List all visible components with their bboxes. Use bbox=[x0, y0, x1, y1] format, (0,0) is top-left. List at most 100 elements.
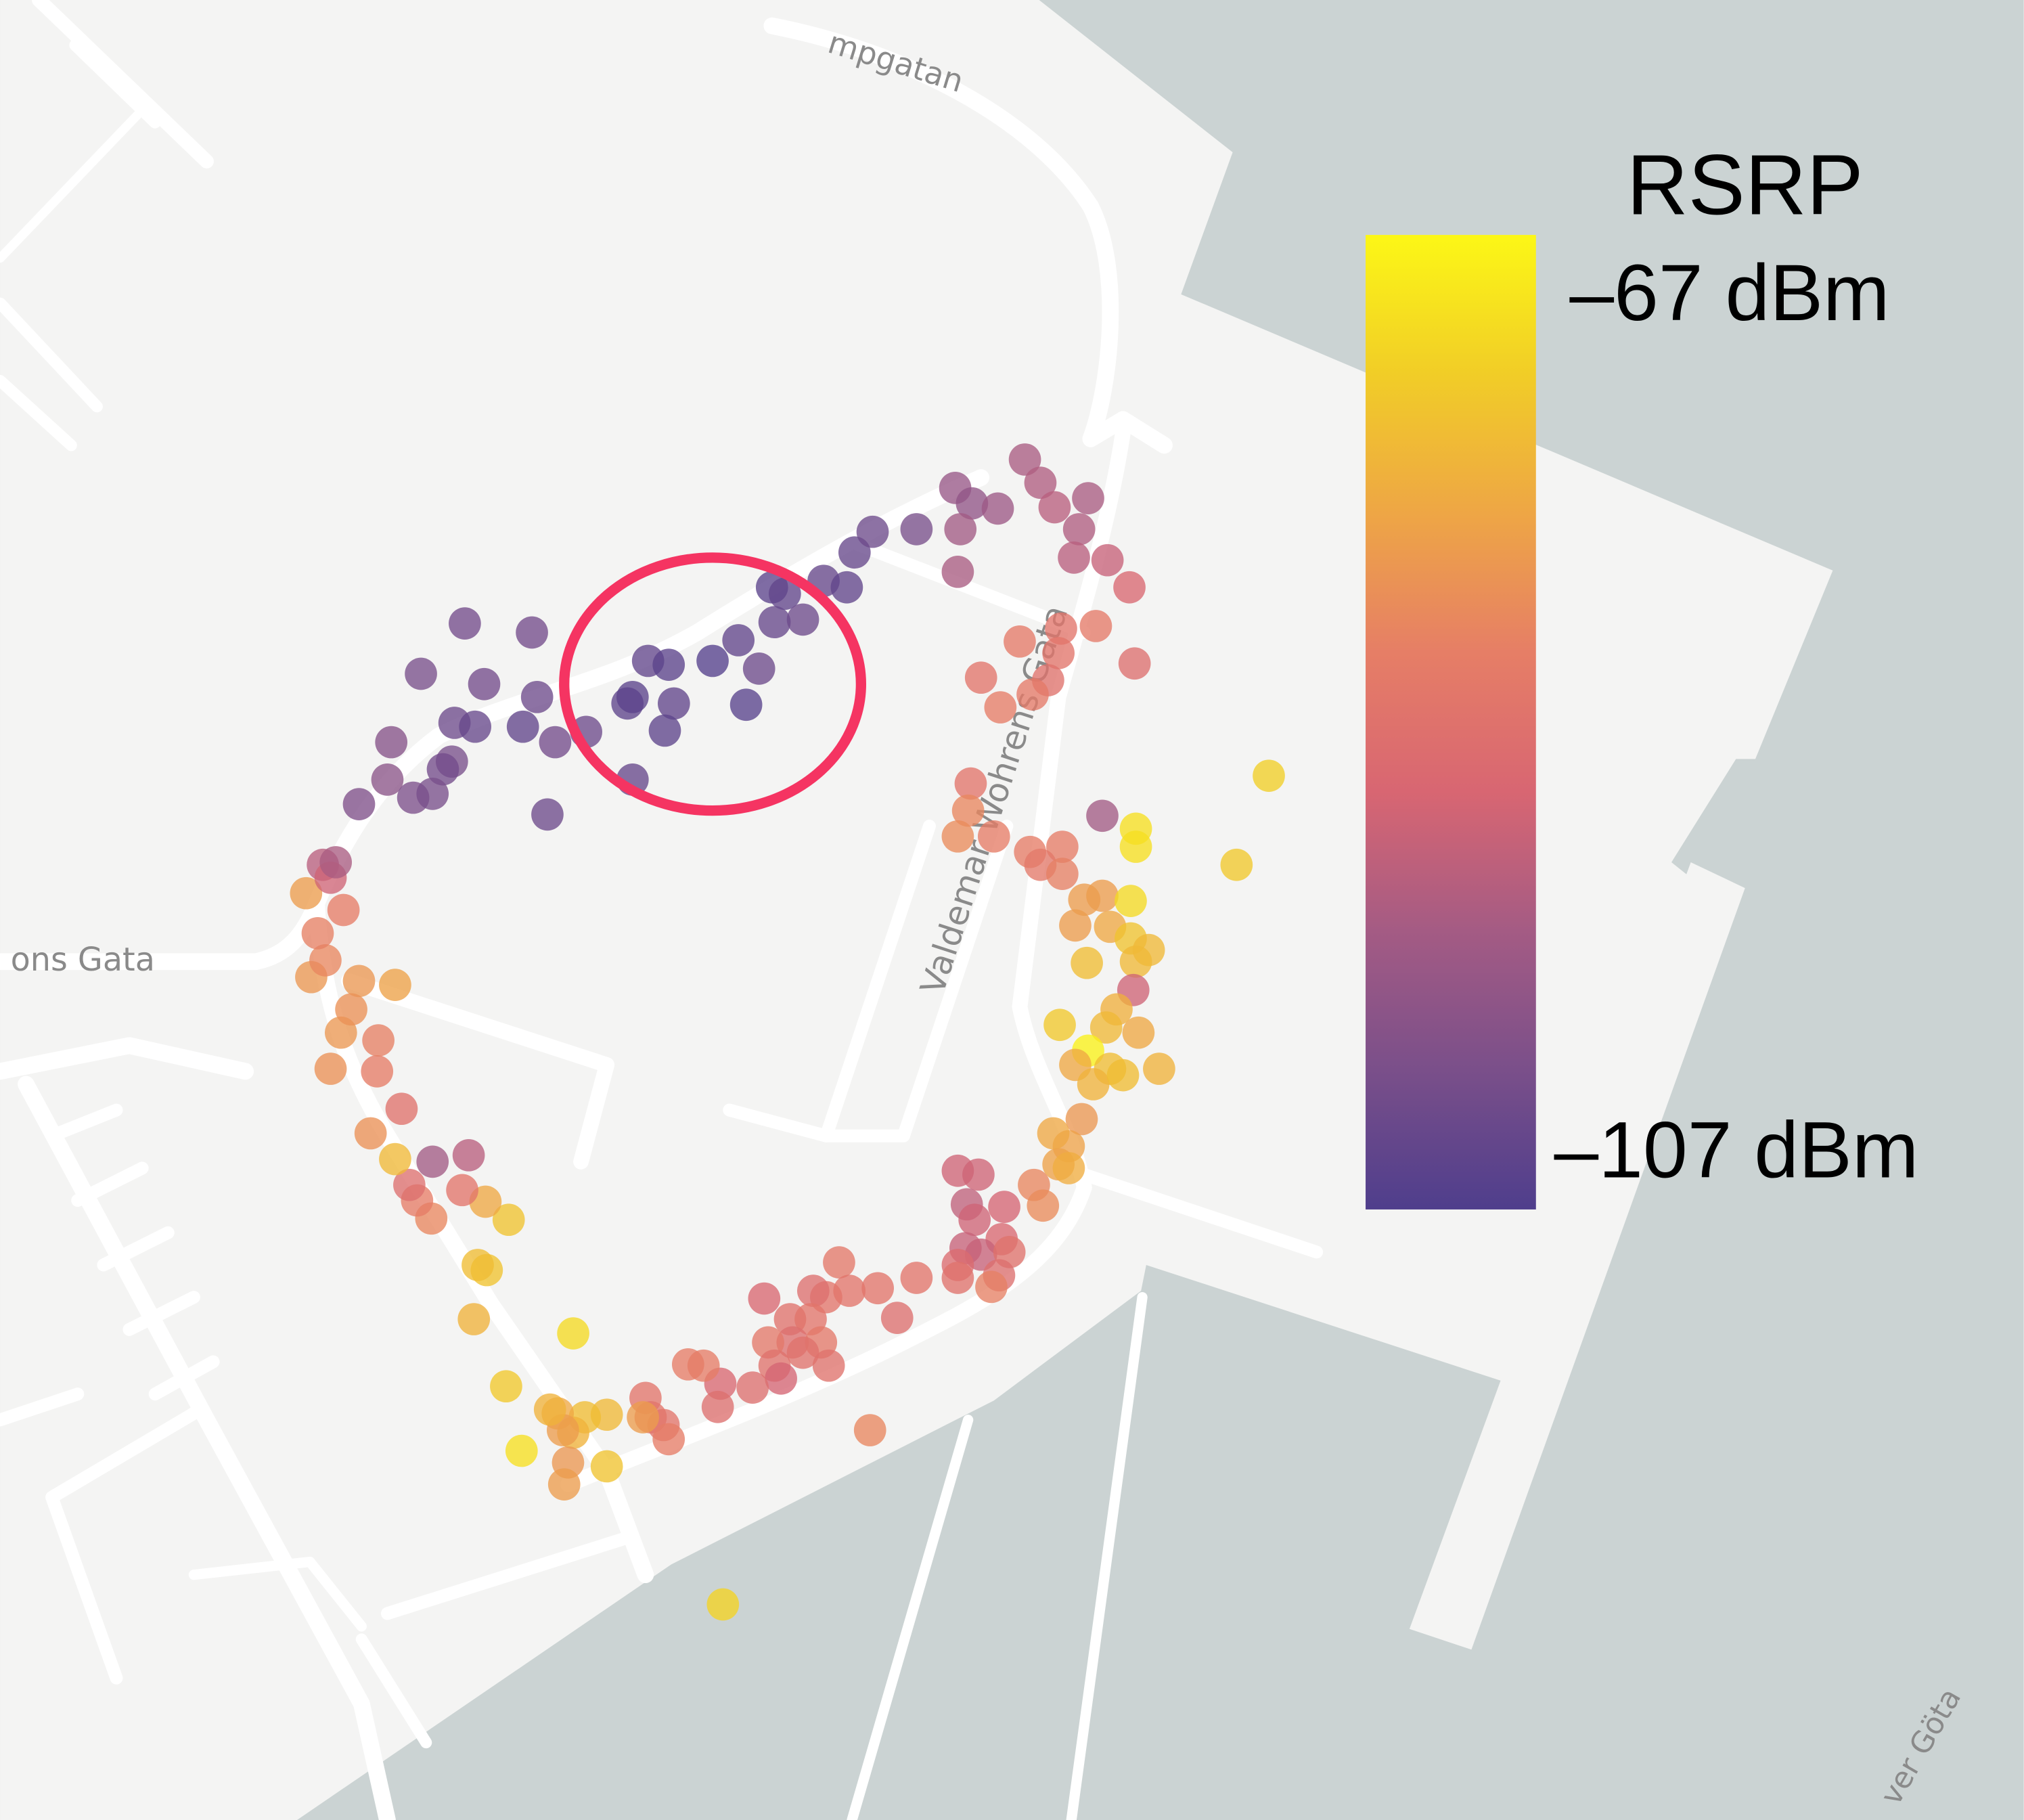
road bbox=[32, 0, 214, 169]
rsrp-measurement-point bbox=[729, 688, 763, 722]
road bbox=[763, 17, 1131, 447]
rsrp-measurement-point bbox=[342, 788, 376, 820]
rsrp-measurement-point bbox=[1118, 647, 1151, 680]
rsrp-measurement-point bbox=[531, 798, 564, 831]
rsrp-measurement-point bbox=[1042, 637, 1075, 669]
rsrp-measurement-point bbox=[452, 1139, 485, 1172]
rsrp-measurement-point bbox=[786, 1336, 819, 1369]
rsrp-measurement-point bbox=[520, 680, 554, 713]
rsrp-measurement-point bbox=[786, 603, 819, 636]
rsrp-measurement-point bbox=[1059, 909, 1092, 942]
rsrp-measurement-point bbox=[742, 652, 775, 685]
rsrp-measurement-point bbox=[426, 753, 459, 786]
rsrp-measurement-point bbox=[342, 964, 376, 998]
rsrp-measurement-point bbox=[648, 714, 681, 747]
rsrp-measurement-point bbox=[833, 1274, 866, 1307]
rsrp-measurement-point bbox=[1027, 1189, 1060, 1222]
rsrp-measurement-point bbox=[393, 1168, 426, 1201]
rsrp-measurement-point bbox=[290, 876, 323, 910]
rsrp-measurement-point bbox=[954, 767, 987, 800]
rsrp-measurement-point bbox=[1046, 830, 1079, 863]
legend-max-label: –67 dBm bbox=[1569, 248, 1889, 338]
rsrp-measurement-point bbox=[385, 1092, 418, 1126]
rsrp-measurement-point bbox=[1058, 541, 1090, 574]
rsrp-measurement-point bbox=[765, 1362, 797, 1395]
rsrp-measurement-point bbox=[1008, 443, 1041, 476]
rsrp-measurement-point bbox=[327, 893, 360, 927]
rsrp-measurement-point bbox=[309, 944, 342, 977]
rsrp-measurement-point bbox=[769, 577, 801, 611]
rsrp-measurement-point bbox=[490, 1370, 522, 1403]
rsrp-measurement-point bbox=[941, 1262, 974, 1294]
rsrp-measurement-point bbox=[658, 687, 690, 720]
road bbox=[723, 1103, 833, 1142]
rsrp-measurement-point bbox=[1016, 678, 1049, 711]
rsrp-measurement-point bbox=[319, 846, 353, 879]
rsrp-measurement-point bbox=[964, 661, 997, 694]
rsrp-measurement-point bbox=[557, 1317, 589, 1350]
rsrp-measurement-point bbox=[506, 710, 539, 743]
road bbox=[380, 1529, 639, 1620]
rsrp-measurement-point bbox=[1045, 612, 1077, 645]
rsrp-measurement-point bbox=[1052, 1152, 1085, 1184]
rsrp-measurement-point bbox=[335, 993, 367, 1026]
rsrp-measurement-point bbox=[301, 916, 334, 950]
rsrp-measurement-point bbox=[379, 969, 411, 1001]
rsrp-measurement-point bbox=[468, 667, 501, 701]
rsrp-measurement-point bbox=[812, 1349, 845, 1382]
rsrp-measurement-point bbox=[1043, 1008, 1076, 1042]
rsrp-measurement-point bbox=[722, 624, 755, 657]
rsrp-measurement-point bbox=[446, 1174, 478, 1207]
rsrp-measurement-point bbox=[416, 778, 449, 810]
rsrp-measurement-point bbox=[1106, 1059, 1140, 1092]
rsrp-measurement-point bbox=[1077, 1068, 1110, 1101]
rsrp-measurement-point bbox=[362, 1024, 395, 1057]
rsrp-measurement-point bbox=[627, 1401, 659, 1434]
rsrp-measurement-point bbox=[459, 710, 491, 743]
rsrp-measurement-point bbox=[796, 1274, 830, 1307]
rsrp-measurement-point bbox=[533, 1393, 566, 1426]
land-pier bbox=[1409, 862, 1745, 1650]
road bbox=[45, 1103, 220, 1401]
rsrp-measurement-point bbox=[981, 492, 1014, 525]
rsrp-measurement-point bbox=[748, 1282, 781, 1315]
rsrp-measurement-point bbox=[1132, 933, 1165, 967]
rsrp-measurement-point bbox=[492, 1203, 525, 1237]
highlight-circle bbox=[559, 552, 866, 816]
rsrp-measurement-point bbox=[861, 1272, 895, 1305]
rsrp-measurement-point bbox=[1143, 1052, 1175, 1085]
rsrp-measurement-point bbox=[1091, 543, 1124, 577]
rsrp-measurement-point bbox=[1086, 799, 1119, 833]
rsrp-measurement-point bbox=[652, 1423, 685, 1456]
road bbox=[355, 1633, 432, 1749]
rsrp-measurement-point bbox=[696, 644, 729, 678]
rsrp-measurement-point bbox=[1119, 830, 1152, 863]
rsrp-measurement-point bbox=[880, 1302, 914, 1334]
rsrp-colorbar-legend: RSRP –67 dBm –107 dBm bbox=[1366, 137, 1918, 1209]
rsrp-measurement-point bbox=[314, 1052, 347, 1085]
rsrp-measurement-point bbox=[590, 1450, 623, 1483]
rsrp-measurement-point bbox=[706, 1588, 740, 1621]
rsrp-measurement-point bbox=[375, 726, 408, 759]
rsrp-measurement-point bbox=[371, 763, 404, 796]
rsrp-measurement-point bbox=[900, 513, 933, 546]
legend-title: RSRP bbox=[1627, 137, 1864, 233]
rsrp-measurement-point bbox=[505, 1434, 538, 1467]
rsrp-measurement-point bbox=[958, 1203, 991, 1237]
road bbox=[45, 1406, 200, 1685]
rsrp-measurement-point bbox=[856, 515, 889, 548]
rsrp-measurement-point bbox=[1037, 1117, 1070, 1150]
rsrp-measurement-point bbox=[462, 1249, 494, 1281]
rsrp-measurement-point bbox=[449, 607, 481, 640]
rsrp-measurement-point bbox=[1253, 759, 1285, 793]
road bbox=[0, 98, 154, 263]
rsrp-measurement-point bbox=[941, 820, 974, 853]
road bbox=[0, 1388, 85, 1427]
rsrp-measurement-point bbox=[1038, 491, 1071, 524]
road bbox=[819, 820, 1014, 1142]
rsrp-measurement-point bbox=[1079, 610, 1112, 642]
road bbox=[1115, 411, 1173, 454]
rsrp-measurement-point bbox=[988, 1191, 1020, 1223]
rsrp-measurement-point bbox=[830, 571, 863, 604]
